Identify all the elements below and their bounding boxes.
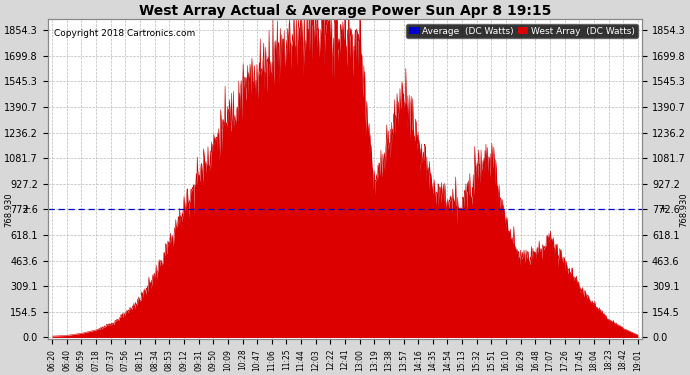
Title: West Array Actual & Average Power Sun Apr 8 19:15: West Array Actual & Average Power Sun Ap… [139, 4, 551, 18]
Text: 768.930: 768.930 [680, 192, 689, 227]
Text: Copyright 2018 Cartronics.com: Copyright 2018 Cartronics.com [54, 29, 195, 38]
Legend: Average  (DC Watts), West Array  (DC Watts): Average (DC Watts), West Array (DC Watts… [406, 24, 638, 38]
Text: 768.930: 768.930 [5, 192, 14, 227]
Text: +: + [22, 204, 32, 214]
Text: +: + [658, 204, 668, 214]
